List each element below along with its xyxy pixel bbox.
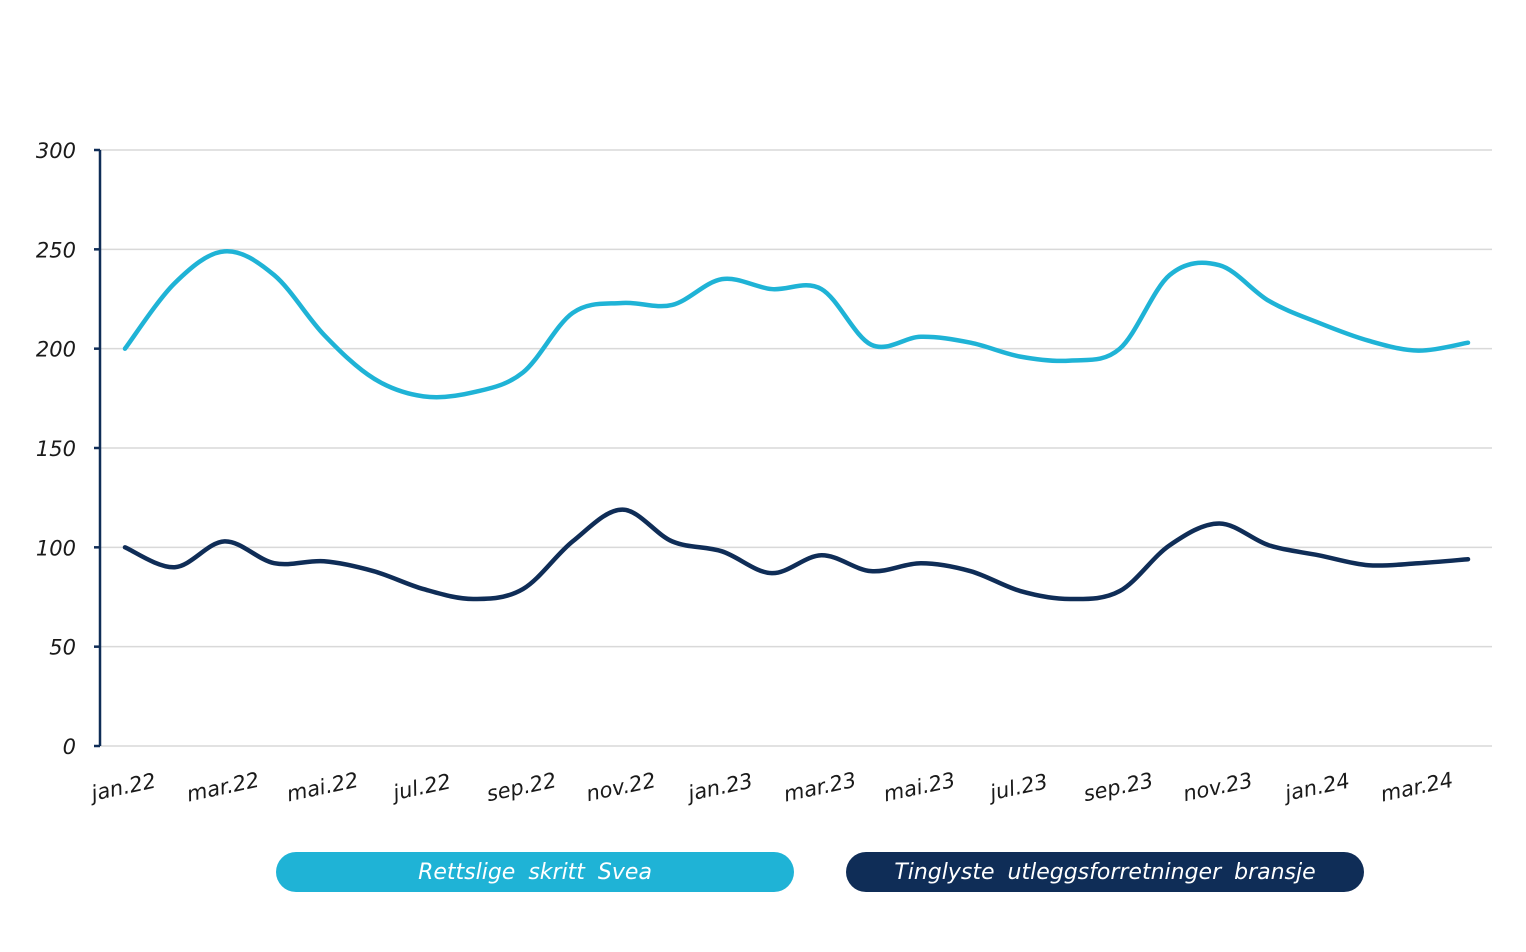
x-tick-label: sep.22	[484, 768, 558, 806]
legend-item-tinglyste-utleggsforretninger: Tinglyste utleggsforretninger bransje	[846, 852, 1364, 892]
y-tick-label: 150	[36, 437, 76, 461]
x-tick-label: nov.23	[1181, 768, 1255, 806]
x-tick-label: jul.22	[388, 769, 453, 805]
gridlines	[100, 149, 1492, 747]
x-tick-label: jan.24	[1280, 769, 1352, 807]
y-axis-ticks: 0 50 100 150 200 250 300	[36, 139, 100, 759]
y-tick-label: 250	[36, 238, 76, 262]
x-tick-label: mar.23	[782, 768, 859, 807]
y-tick-label: 100	[36, 536, 76, 560]
x-tick-label: sep.23	[1081, 768, 1155, 806]
legend-label: Tinglyste utleggsforretninger bransje	[894, 859, 1316, 885]
x-tick-label: jul.23	[985, 769, 1050, 805]
x-tick-label: mar.22	[185, 768, 262, 807]
y-tick-label: 50	[49, 636, 76, 660]
series-line-0	[122, 249, 1471, 400]
y-tick-label: 200	[36, 338, 76, 362]
legend-label: Rettslige skritt Svea	[418, 859, 652, 885]
x-axis-ticks: jan.22 mar.22 mai.22 jul.22 sep.22 nov.22 jan.…	[86, 768, 1455, 807]
x-tick-label: mai.23	[881, 768, 957, 807]
series-line-1	[122, 507, 1471, 602]
y-tick-label: 0	[63, 735, 76, 759]
x-tick-label: mai.22	[285, 768, 361, 807]
x-tick-label: jan.23	[683, 769, 755, 807]
x-tick-label: nov.22	[584, 768, 658, 806]
y-tick-label: 300	[36, 139, 76, 163]
series-lines	[122, 249, 1471, 602]
x-tick-label: mar.24	[1378, 768, 1455, 807]
legend-item-rettslige-skritt: Rettslige skritt Svea	[276, 852, 794, 892]
x-tick-label: jan.22	[86, 769, 158, 807]
